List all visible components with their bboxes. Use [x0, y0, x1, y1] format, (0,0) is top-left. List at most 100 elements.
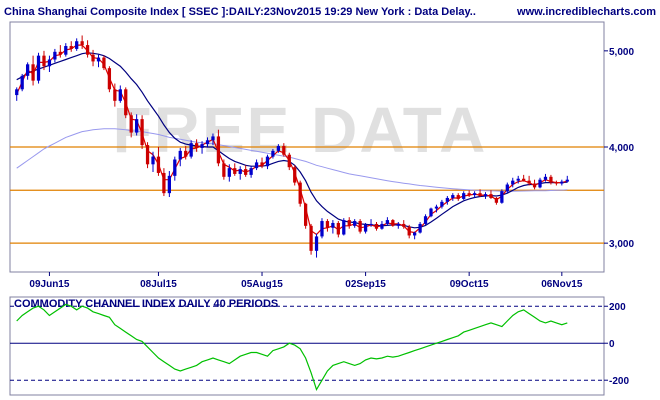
candle [80, 35, 84, 49]
candle [36, 52, 41, 84]
candle [483, 192, 488, 199]
candle [42, 50, 46, 71]
candle [369, 219, 373, 227]
y-tick-label: 4,000 [609, 143, 634, 154]
candle [189, 140, 193, 159]
candle [151, 151, 155, 172]
x-tick-label: 02Sep15 [345, 279, 386, 290]
candle [429, 207, 433, 218]
candle [254, 159, 259, 171]
candle [265, 154, 270, 170]
candle [451, 193, 455, 201]
candle [325, 219, 330, 232]
candle [156, 147, 161, 176]
candle [271, 148, 275, 159]
candle [58, 45, 62, 58]
candle [560, 179, 564, 186]
moving-average-long [16, 128, 568, 192]
candle [238, 166, 242, 180]
candle [173, 156, 177, 181]
candle [135, 114, 139, 136]
candle [380, 221, 384, 230]
candle [303, 202, 308, 229]
candle [64, 43, 68, 57]
candle [145, 142, 150, 169]
candle [511, 177, 515, 188]
candle [440, 199, 444, 209]
chart-title: China Shanghai Composite Index [ SSEC ]:… [4, 6, 476, 18]
candle [25, 62, 30, 80]
candle [363, 222, 368, 234]
candle [75, 38, 79, 51]
candle [227, 164, 231, 182]
candle [478, 189, 482, 197]
candle [124, 87, 128, 119]
candle [184, 146, 188, 160]
candle [434, 204, 439, 213]
candle [47, 55, 52, 72]
candle [489, 190, 493, 199]
candle [113, 83, 117, 107]
candle [391, 219, 395, 227]
candle [244, 165, 248, 177]
candle [96, 54, 101, 68]
candle [516, 175, 520, 184]
candle [320, 218, 324, 239]
candle [162, 168, 166, 197]
x-tick-label: 09Jun15 [29, 279, 69, 290]
candle [554, 180, 559, 186]
candle [276, 144, 281, 153]
y-tick-label: 5,000 [609, 47, 634, 58]
candle [314, 233, 319, 258]
cci-y-tick-label: -200 [609, 376, 629, 387]
candle [298, 180, 302, 207]
candle [472, 191, 477, 198]
candle [167, 171, 171, 197]
cci-panel-frame [9, 296, 605, 396]
candle [423, 214, 428, 225]
candle [129, 112, 133, 138]
candle [287, 152, 291, 171]
candle [53, 48, 57, 63]
candle [467, 190, 471, 197]
candle [194, 139, 199, 152]
candle [69, 41, 73, 52]
x-tick-label: 06Nov15 [541, 279, 583, 290]
candle [456, 193, 460, 201]
candle [249, 166, 253, 178]
candle [205, 137, 210, 147]
candle [342, 218, 346, 236]
candle [385, 217, 390, 226]
candle [118, 85, 122, 103]
candle [331, 220, 335, 234]
candle [309, 223, 313, 255]
candle [91, 49, 95, 67]
candle [336, 221, 340, 238]
cci-line [16, 303, 568, 391]
candle [211, 133, 215, 146]
candle [522, 174, 526, 182]
candle [85, 40, 90, 58]
candle [200, 141, 204, 154]
candle [445, 196, 449, 205]
candle [407, 224, 411, 239]
candle [347, 217, 351, 229]
candle [374, 222, 379, 231]
candle [31, 55, 35, 86]
candle [549, 174, 553, 185]
candle [102, 55, 106, 71]
candle [543, 173, 548, 182]
x-tick-label: 08Jul15 [140, 279, 177, 290]
candle [505, 182, 509, 194]
candle [178, 147, 182, 167]
source-label: www.incrediblecharts.com [516, 6, 656, 18]
candle [293, 165, 297, 186]
candle [418, 222, 422, 234]
candle [233, 163, 237, 176]
candle [500, 189, 504, 204]
candle [140, 115, 144, 149]
cci-title: COMMODITY CHANNEL INDEX DAILY 40 PERIODS [14, 298, 278, 310]
candle [353, 219, 357, 228]
candle [462, 191, 466, 200]
